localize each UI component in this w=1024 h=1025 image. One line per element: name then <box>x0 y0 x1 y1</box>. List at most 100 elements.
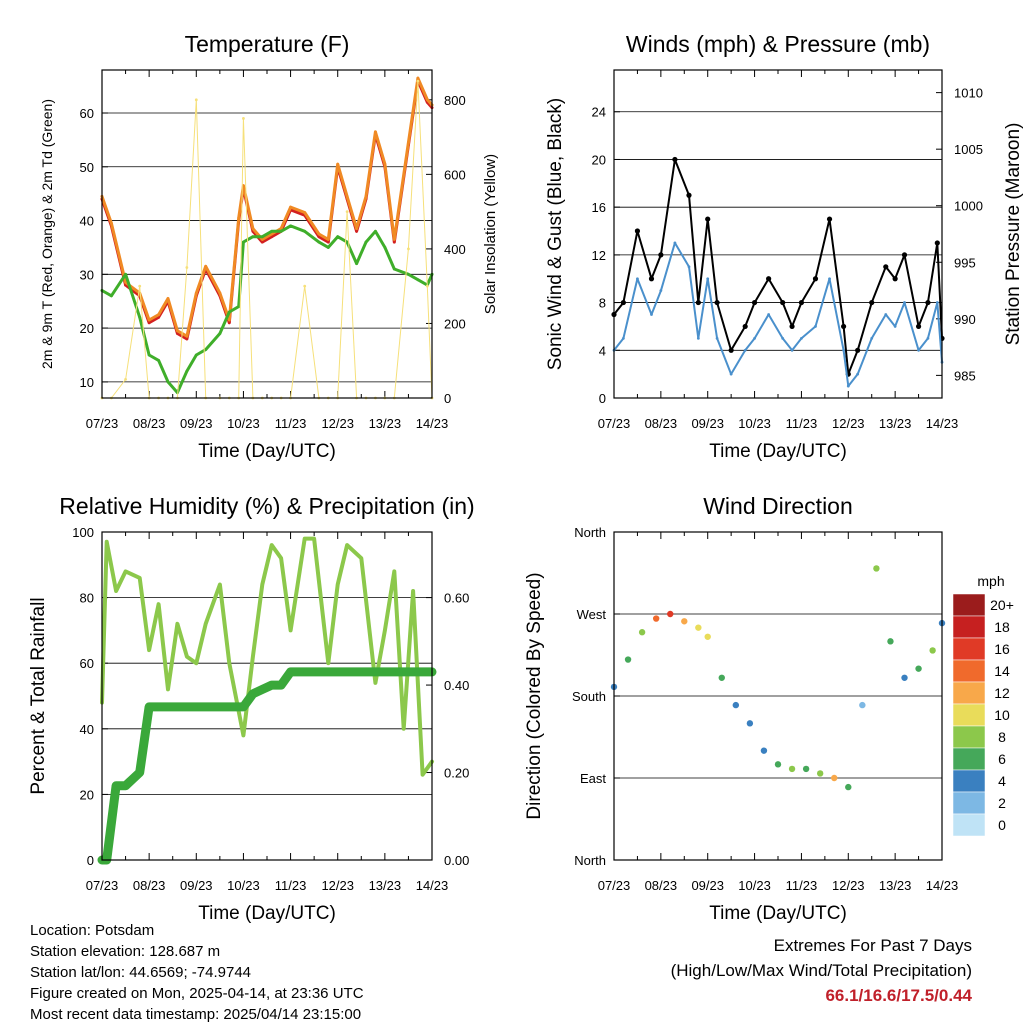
chart-0-series-1-point <box>237 216 241 220</box>
chart-2-series-0-point <box>411 589 415 593</box>
chart-0-series-2-point <box>194 353 198 357</box>
legend-swatch <box>952 791 986 815</box>
legend-label: 10 <box>994 707 1010 723</box>
chart-0-series-1-point <box>157 313 160 317</box>
chart-1-frame <box>613 69 943 399</box>
chart-1-y2tick-label: 1010 <box>954 86 983 101</box>
chart-0-series-0-point <box>185 337 189 341</box>
chart-2-series-1-point <box>176 705 179 709</box>
chart-2-series-0-point <box>374 681 377 685</box>
chart-0-ytick-label: 50 <box>80 160 94 175</box>
chart-1-xtick-label: 08/23 <box>645 416 678 431</box>
chart-0-series-2-point <box>185 369 189 373</box>
chart-1-series-0-point <box>855 347 861 353</box>
chart-2-series-1-point <box>204 705 208 709</box>
chart-2-series-1-point <box>166 705 170 709</box>
chart-0-series-2-point <box>124 272 127 276</box>
legend-swatch <box>952 637 986 661</box>
chart-2-series-1-point <box>374 670 377 674</box>
chart-1-ytick-label: 0 <box>599 391 606 406</box>
chart-2-series-0-point <box>345 543 349 547</box>
chart-0-series-3-point <box>124 377 127 381</box>
chart-0-series-2-point <box>279 229 283 233</box>
chart-0-series-0-point <box>355 229 358 233</box>
chart-2-series-1-point <box>185 705 189 709</box>
legend-label: 4 <box>998 773 1006 789</box>
legend-label: 16 <box>994 641 1010 657</box>
extremes-values: 66.1/16.6/17.5/0.44 <box>825 986 972 1005</box>
chart-1-series-1-point <box>903 301 906 304</box>
direction-point <box>624 656 632 663</box>
direction-point <box>667 610 674 618</box>
chart-0-series-1-point <box>383 162 387 166</box>
chart-1-series-1-point <box>846 384 850 388</box>
chart-2-xtick-label: 13/23 <box>369 878 402 893</box>
chart-0-series-1-point <box>110 221 113 225</box>
chart-2-series-0 <box>100 536 434 777</box>
direction-point <box>718 674 725 681</box>
chart-0-xtick-label: 08/23 <box>133 416 166 431</box>
chart-0-series-2-point <box>166 380 170 384</box>
chart-3-title: Wind Direction <box>703 493 853 519</box>
chart-3-xtick-label: 14/23 <box>926 878 959 893</box>
chart-2-series-0-point <box>124 569 127 573</box>
chart-1-series-1-point <box>800 336 803 340</box>
chart-2-series-1-point <box>270 683 274 687</box>
legend-title: mph <box>977 573 1004 589</box>
legend-swatch <box>952 593 986 617</box>
direction-point <box>845 783 852 791</box>
chart-0-xtick-label: 13/23 <box>369 416 402 431</box>
chart-0-xtick-label: 11/23 <box>275 416 307 431</box>
chart-0-y2tick-label: 0 <box>444 391 451 406</box>
chart-3-xtick-label: 13/23 <box>879 878 912 893</box>
chart-1-ytick-label: 20 <box>592 152 606 167</box>
chart-0-series-1-point <box>251 227 255 231</box>
chart-0-series-1-point <box>147 318 151 322</box>
chart-1-series-0-point <box>751 299 758 306</box>
chart-0-ytick-label: 60 <box>80 106 94 121</box>
chart-0-series-1-point <box>194 291 198 295</box>
chart-3-ytick-label: South <box>572 689 606 704</box>
chart-0-xtick-label: 14/23 <box>416 416 449 431</box>
chart-2-series-0-point <box>218 583 222 586</box>
chart-1-series-0-point <box>658 252 664 258</box>
chart-1-ytick-label: 4 <box>599 343 606 358</box>
chart-1-series-1 <box>613 241 943 388</box>
chart-2-series-0-point <box>336 583 340 586</box>
chart-2-series-1-point <box>114 784 118 788</box>
direction-point <box>859 701 866 709</box>
chart-2-series-0-point <box>114 589 118 593</box>
direction-point <box>746 720 754 727</box>
chart-1-series-0-point <box>705 216 711 222</box>
chart-0-series-1-point <box>124 280 127 284</box>
legend-label: 20+ <box>990 597 1014 613</box>
chart-1-xtick-label: 07/23 <box>598 416 631 431</box>
chart-0-series-2-point <box>260 235 264 239</box>
chart-0-series-1-point <box>336 162 340 166</box>
chart-0-series-2-point <box>251 235 255 239</box>
chart-2-series-0-point <box>383 629 387 632</box>
chart-1-ytick-label: 12 <box>592 248 606 263</box>
chart-1-series-1-point <box>659 289 663 293</box>
chart-1-series-1-point <box>650 313 653 316</box>
chart-0-ylabel: 2m & 9m T (Red, Orange) & 2m Td (Green) <box>39 99 55 369</box>
chart-2-series-0-point <box>303 537 307 540</box>
chart-0-series-1-point <box>176 329 179 333</box>
chart-1-ytick-label: 24 <box>592 105 606 120</box>
chart-0-series-2-point <box>218 332 222 335</box>
chart-0-series-2-point <box>110 294 113 298</box>
chart-0-series-2-point <box>374 229 377 233</box>
chart-0-series-2-point <box>336 235 340 239</box>
chart-1-series-0-point <box>620 299 626 306</box>
direction-point <box>760 747 768 754</box>
chart-1-series-1-point <box>715 336 719 340</box>
chart-1-series-1-point <box>767 313 771 316</box>
chart-2-series-1-point <box>138 771 142 774</box>
chart-1-series-0-point <box>798 299 805 306</box>
chart-1-series-0-point <box>841 323 847 330</box>
chart-0-series-1-point <box>345 194 349 198</box>
direction-point <box>915 665 922 672</box>
chart-3-xtick-label: 10/23 <box>738 878 771 893</box>
chart-1-y2tick-label: 1000 <box>954 199 983 214</box>
chart-2-series-0-point <box>227 661 231 665</box>
